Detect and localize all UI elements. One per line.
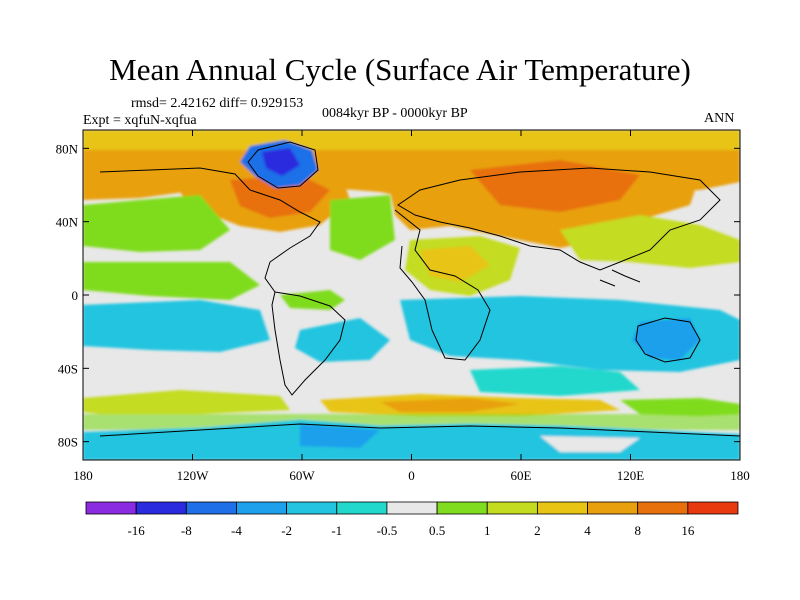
southern-ocean-orange <box>380 398 520 412</box>
arctic-top-band <box>83 130 740 150</box>
asia-pacific-lime <box>560 215 740 268</box>
stats-label: rmsd= 2.42162 diff= 0.929153 <box>131 96 304 111</box>
north-america-coast <box>99 167 321 293</box>
x-tick-label: 0 <box>408 468 415 483</box>
legend-swatch <box>386 501 438 515</box>
legend-swatch <box>286 501 338 515</box>
southern-ocean-green <box>620 398 740 416</box>
legend-swatch <box>436 501 488 515</box>
x-tick-label: 60W <box>289 468 315 483</box>
x-tick-label: 180 <box>730 468 750 483</box>
greenland-cold-core <box>262 148 300 176</box>
tropical-pacific-green <box>83 262 260 300</box>
south-atlantic-blue <box>295 318 390 362</box>
legend-label: -1 <box>331 523 342 538</box>
color-legend: -16 -8 -4 -2 -1 -0.5 0.5 1 2 4 8 16 <box>85 501 739 538</box>
y-tick-label: 80N <box>56 141 79 156</box>
legend-label: -8 <box>181 523 192 538</box>
temperature-field <box>83 130 740 460</box>
south-america-coast <box>271 291 346 396</box>
legend-label: 1 <box>484 523 491 538</box>
legend-label: 4 <box>584 523 591 538</box>
y-tick-label: 40N <box>56 215 79 230</box>
x-tick-label: 60E <box>511 468 532 483</box>
legend-label: 2 <box>534 523 541 538</box>
north-america-hot-core <box>230 175 330 218</box>
eurasia-coast <box>397 167 721 271</box>
legend-label: -2 <box>281 523 292 538</box>
legend-swatch <box>587 501 639 515</box>
y-tick-label: 80S <box>58 435 78 450</box>
antarctica-coast <box>99 423 740 437</box>
southern-ocean-lime <box>83 390 290 414</box>
y-axis-ticks: 80N 40N 0 40S 80S <box>56 141 740 450</box>
legend-label: -0.5 <box>377 523 398 538</box>
y-tick-label: 40S <box>58 361 78 376</box>
australia-blue <box>632 318 700 360</box>
legend-swatch <box>637 501 689 515</box>
legend-swatch <box>336 501 388 515</box>
north-pacific-green <box>83 195 230 252</box>
legend-swatch <box>185 501 237 515</box>
experiment-label: Expt = xqfuN-xqfua <box>83 113 197 128</box>
season-label: ANN <box>704 111 735 126</box>
australia-coast <box>635 317 701 363</box>
legend-label: 16 <box>681 523 695 538</box>
south-indian-cyan <box>470 366 640 396</box>
coastlines <box>99 141 740 437</box>
legend-swatch <box>486 501 538 515</box>
x-tick-label: 180 <box>73 468 93 483</box>
legend-swatch <box>236 501 288 515</box>
y-tick-label: 0 <box>72 288 79 303</box>
x-axis-ticks: 180 120W 60W 0 60E 120E 180 <box>73 130 750 483</box>
legend-swatch <box>135 501 187 515</box>
legend-label: -4 <box>231 523 242 538</box>
north-atlantic-green <box>330 195 395 260</box>
antarctica-deep-blue <box>300 424 380 448</box>
legend-swatch <box>687 501 739 515</box>
legend-label: 0.5 <box>429 523 445 538</box>
legend-swatch <box>536 501 588 515</box>
maritime-continent-coast <box>599 269 641 287</box>
legend-swatch <box>85 501 137 515</box>
sahara-yellow <box>420 246 490 282</box>
legend-label: 8 <box>634 523 641 538</box>
period-label: 0084kyr BP - 0000kyr BP <box>322 106 468 121</box>
x-tick-label: 120W <box>177 468 210 483</box>
x-tick-label: 120E <box>617 468 645 483</box>
legend-label: -16 <box>127 523 145 538</box>
antarctica-neutral <box>540 436 640 452</box>
chart-title: Mean Annual Cycle (Surface Air Temperatu… <box>109 52 691 87</box>
south-pacific-blue <box>83 300 270 352</box>
africa-coast <box>394 209 491 361</box>
greenland-coast <box>247 141 319 189</box>
